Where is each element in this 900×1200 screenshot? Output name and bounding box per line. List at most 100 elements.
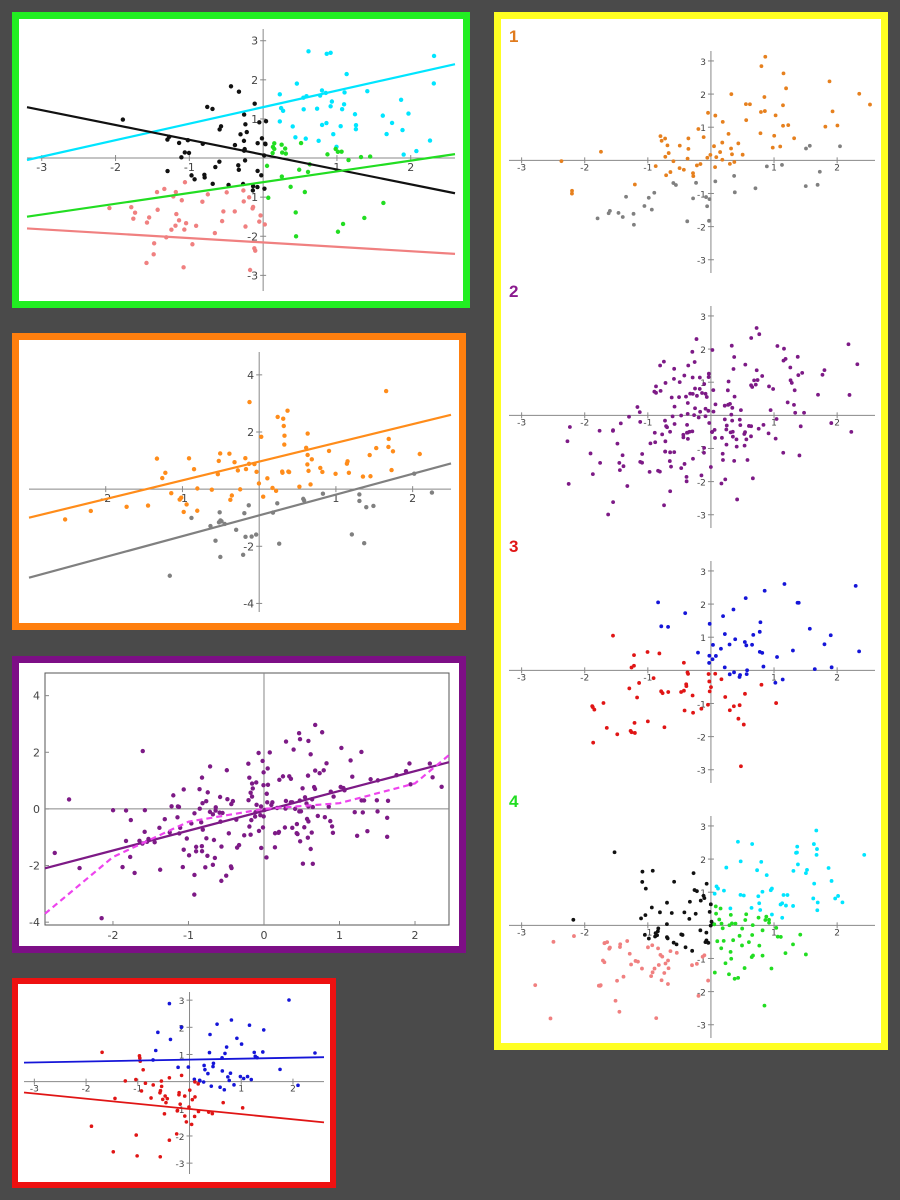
- data-point: [187, 1105, 191, 1109]
- data-point: [308, 482, 313, 487]
- data-point: [360, 474, 366, 479]
- data-point: [295, 831, 300, 837]
- data-point: [691, 171, 695, 176]
- data-point: [663, 439, 668, 444]
- data-point: [339, 745, 344, 751]
- data-point: [186, 1065, 191, 1069]
- data-point: [162, 186, 167, 192]
- data-point: [749, 434, 753, 439]
- x-tick-label: 1: [771, 163, 777, 173]
- data-point: [650, 970, 655, 975]
- data-point: [302, 825, 307, 830]
- data-point: [293, 234, 299, 239]
- data-point: [815, 908, 820, 913]
- data-point: [690, 963, 694, 968]
- data-point: [736, 976, 741, 980]
- data-point: [783, 357, 788, 361]
- data-point: [281, 416, 286, 421]
- data-point: [244, 129, 249, 135]
- data-point: [742, 640, 747, 644]
- data-point: [267, 750, 272, 755]
- data-point: [232, 1083, 236, 1087]
- data-point: [265, 800, 270, 805]
- data-point: [219, 218, 225, 224]
- data-point: [181, 847, 186, 852]
- data-point: [272, 845, 278, 850]
- data-point: [704, 938, 709, 943]
- data-point: [714, 884, 719, 889]
- data-point: [283, 798, 289, 804]
- data-point: [278, 1067, 282, 1072]
- data-point: [203, 1067, 207, 1072]
- data-point: [66, 797, 72, 802]
- data-point: [182, 180, 188, 185]
- x-tick-label: -1: [643, 418, 652, 428]
- data-point: [339, 149, 344, 154]
- data-point: [764, 164, 769, 169]
- data-point: [173, 189, 179, 195]
- data-point: [627, 686, 632, 691]
- data-point: [139, 1089, 144, 1093]
- data-point: [690, 375, 695, 380]
- data-point: [780, 915, 785, 920]
- data-point: [732, 174, 737, 178]
- data-point: [256, 828, 262, 834]
- data-point: [205, 790, 210, 795]
- data-point: [297, 736, 303, 742]
- data-point: [314, 106, 320, 111]
- data-point: [635, 695, 639, 700]
- data-point: [328, 818, 333, 824]
- y-tick-label: 3: [700, 568, 706, 578]
- data-point: [186, 853, 192, 858]
- data-point: [224, 873, 229, 878]
- data-point: [781, 71, 786, 76]
- data-point: [652, 430, 657, 435]
- data-point: [798, 932, 803, 937]
- data-point: [302, 795, 308, 800]
- data-point: [720, 119, 725, 124]
- data-point: [313, 1051, 317, 1055]
- data-point: [255, 168, 260, 174]
- data-point: [795, 354, 800, 359]
- data-point: [631, 211, 636, 216]
- y-tick-label: 1: [179, 1051, 185, 1061]
- data-point: [364, 504, 369, 510]
- data-point: [430, 775, 435, 780]
- data-point: [640, 460, 644, 465]
- data-point: [756, 894, 761, 899]
- data-point: [591, 740, 596, 745]
- data-point: [277, 92, 283, 97]
- data-point: [365, 88, 370, 94]
- data-point: [629, 962, 633, 967]
- data-point: [371, 503, 376, 509]
- panel-number-4: 4: [509, 792, 519, 811]
- data-point: [250, 188, 256, 193]
- data-point: [668, 949, 673, 954]
- data-point: [280, 774, 286, 779]
- data-point: [246, 195, 252, 200]
- y-tick-label: -3: [697, 512, 706, 522]
- data-point: [604, 725, 609, 730]
- data-point: [361, 798, 367, 803]
- data-point: [698, 928, 703, 933]
- data-point: [245, 1074, 250, 1079]
- data-point: [232, 209, 237, 214]
- x-tick-label: -2: [580, 418, 589, 428]
- data-point: [690, 948, 695, 953]
- data-point: [672, 450, 677, 455]
- data-point: [227, 451, 232, 456]
- data-point: [703, 414, 708, 419]
- data-point: [705, 204, 710, 209]
- y-tick-label: -2: [697, 479, 706, 489]
- data-point: [682, 708, 687, 713]
- data-point: [197, 806, 202, 811]
- data-point: [77, 865, 82, 871]
- data-point: [684, 394, 688, 399]
- data-point: [711, 409, 716, 414]
- data-point: [737, 933, 742, 938]
- data-point: [179, 495, 184, 500]
- data-point: [726, 131, 731, 136]
- data-point: [740, 943, 744, 948]
- data-point: [764, 873, 769, 878]
- data-point: [759, 64, 764, 69]
